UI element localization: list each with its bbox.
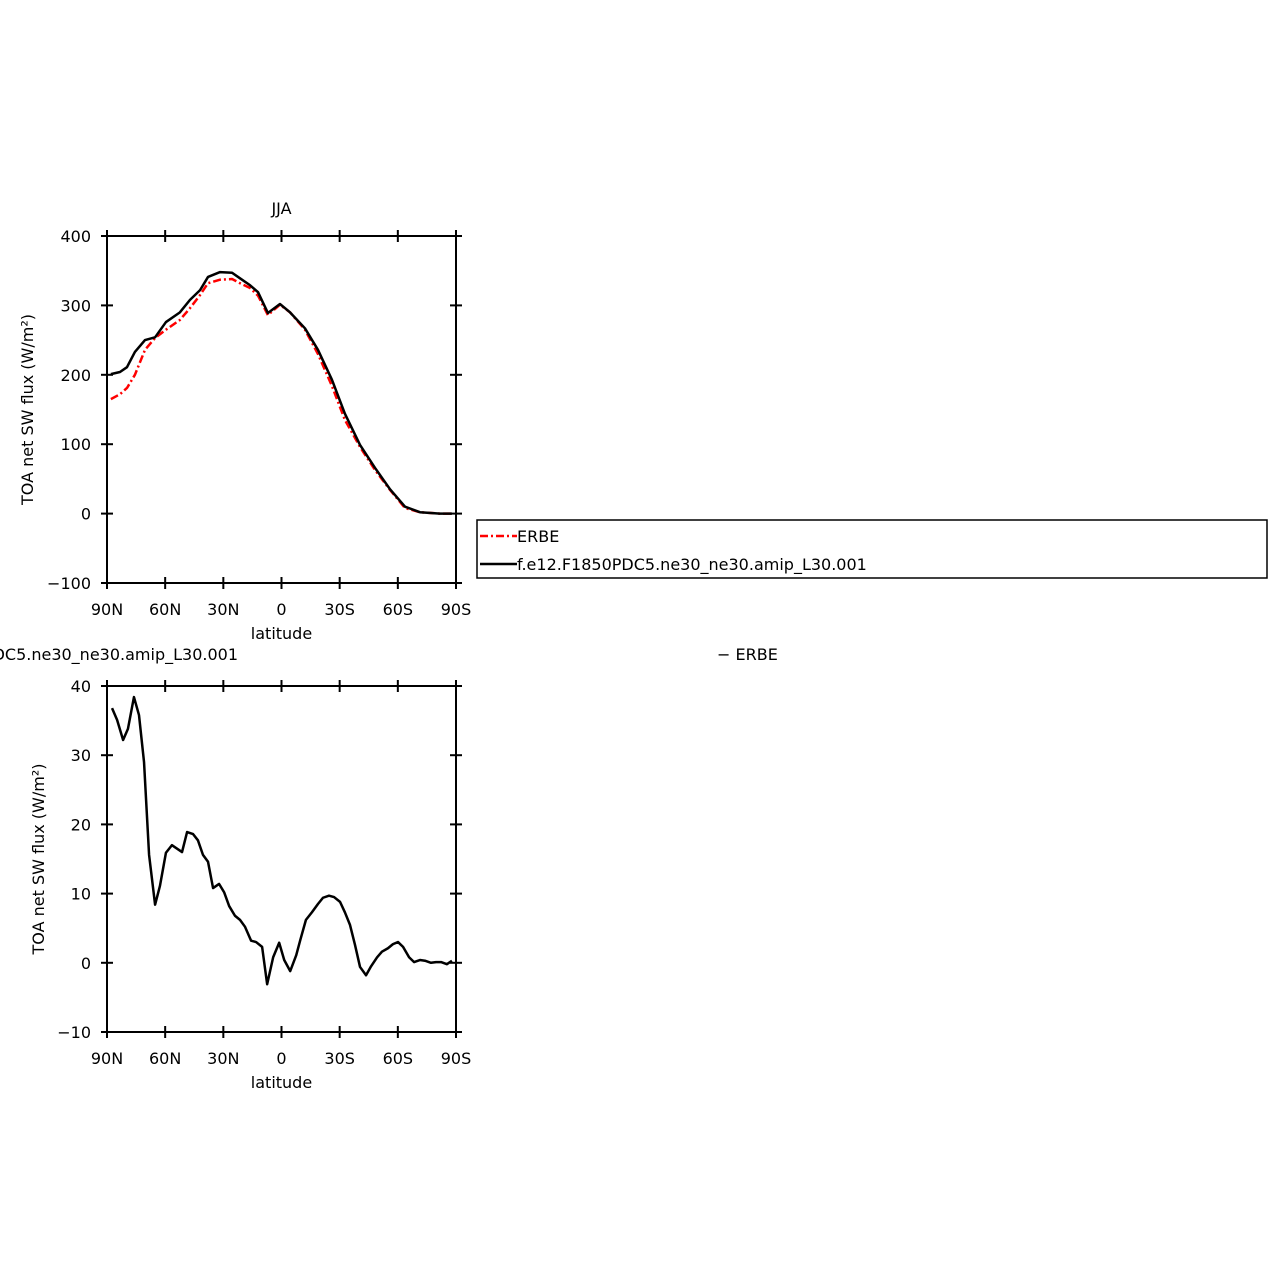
y-tick-label: −100 (47, 574, 91, 593)
y-tick-label: −10 (57, 1023, 91, 1042)
series-line (110, 695, 453, 986)
y-axis-label: TOA net SW flux (W/m²) (29, 764, 48, 956)
y-tick-label: 200 (60, 366, 91, 385)
right-string: − ERBE (717, 645, 778, 664)
x-tick-label: 90S (441, 1049, 472, 1068)
x-axis-label: latitude (251, 624, 312, 643)
x-tick-label: 60S (383, 1049, 414, 1068)
x-tick-label: 0 (276, 600, 286, 619)
legend-label: f.e12.F1850PDC5.ne30_ne30.amip_L30.001 (517, 555, 867, 575)
y-tick-label: 0 (81, 505, 91, 524)
x-tick-label: 90N (91, 600, 123, 619)
y-tick-label: 0 (81, 954, 91, 973)
y-tick-label: 300 (60, 296, 91, 315)
legend-label: ERBE (517, 527, 559, 546)
x-tick-label: 30S (324, 600, 355, 619)
y-tick-label: 40 (71, 677, 91, 696)
y-tick-label: 100 (60, 435, 91, 454)
x-tick-label: 90S (441, 600, 472, 619)
legend-box (476, 519, 1268, 579)
left-string: f.e12.F1850PDC5.ne30_ne30.amip_L30.001 (0, 645, 238, 665)
series-line (110, 270, 452, 515)
y-axis-label: TOA net SW flux (W/m²) (18, 314, 37, 506)
x-tick-label: 60N (149, 600, 181, 619)
plot-frame (106, 685, 457, 1033)
x-tick-label: 60S (383, 600, 414, 619)
y-tick-label: 10 (71, 885, 91, 904)
x-axis-label: latitude (251, 1073, 312, 1092)
y-tick-label: 20 (71, 815, 91, 834)
series-line (110, 277, 452, 515)
x-tick-label: 90N (91, 1049, 123, 1068)
x-tick-label: 30N (207, 600, 239, 619)
x-tick-label: 0 (276, 1049, 286, 1068)
x-tick-label: 60N (149, 1049, 181, 1068)
x-tick-label: 30N (207, 1049, 239, 1068)
y-tick-label: 400 (60, 227, 91, 246)
plot-frame (106, 235, 457, 584)
x-tick-label: 30S (324, 1049, 355, 1068)
chart-title: JJA (270, 199, 291, 218)
y-tick-label: 30 (71, 746, 91, 765)
